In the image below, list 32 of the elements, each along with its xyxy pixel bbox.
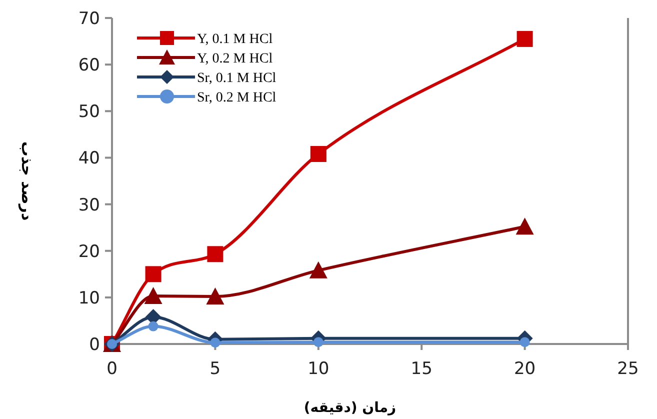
y-tick-label: 70 (78, 9, 100, 29)
legend-label: Sr, 0.2 M HCl (197, 90, 276, 106)
point (145, 266, 162, 282)
point (313, 337, 324, 348)
point (310, 146, 326, 162)
point (144, 287, 162, 304)
x-tick-label: 15 (410, 359, 432, 379)
legend-label: Y, 0.1 M HCl (197, 32, 273, 47)
y-tick-label: 30 (78, 195, 100, 216)
y-tick-label: 20 (78, 242, 100, 262)
y-tick-label: 0 (89, 335, 100, 355)
y-tick-label: 60 (78, 56, 100, 76)
point (309, 261, 328, 278)
x-tick-label: 10 (308, 359, 330, 379)
point (148, 321, 158, 332)
point (520, 337, 530, 348)
y-axis-title: درصد جذب (18, 141, 36, 221)
point (210, 338, 220, 348)
legend-label: Y, 0.2 M HCl (197, 52, 273, 66)
legend-label: Sr, 0.1 M HCl (197, 71, 276, 86)
x-tick-label: 25 (617, 359, 639, 379)
point (206, 287, 224, 304)
x-axis-title: زمان (دقیقه) (304, 400, 396, 416)
x-tick-label: 5 (210, 359, 221, 379)
x-tick-label: 20 (514, 359, 536, 379)
y-tick-label: 40 (78, 148, 100, 169)
point (516, 30, 533, 47)
x-tick-label: 0 (106, 359, 118, 379)
point (207, 246, 224, 262)
point (516, 218, 534, 235)
y-tick-label: 50 (78, 102, 100, 122)
y-tick-label: 10 (78, 288, 100, 308)
